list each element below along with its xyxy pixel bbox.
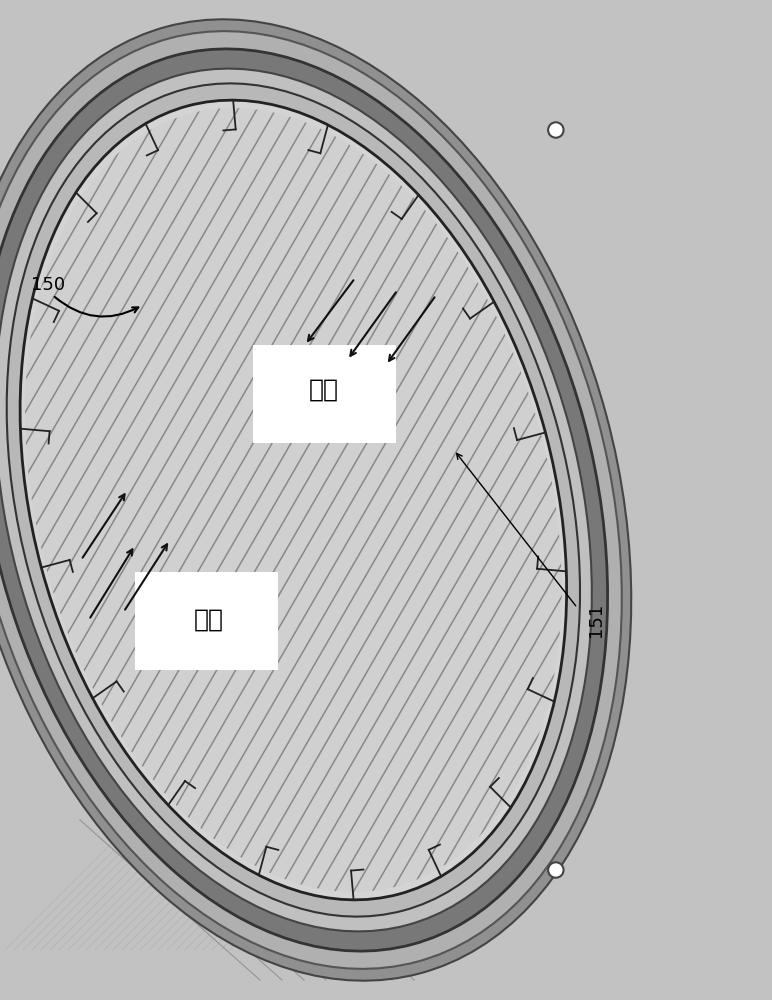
Ellipse shape xyxy=(0,49,608,951)
Ellipse shape xyxy=(25,108,562,892)
Circle shape xyxy=(548,122,564,138)
Circle shape xyxy=(548,862,564,878)
Text: 151: 151 xyxy=(587,603,604,637)
Bar xyxy=(135,572,278,670)
Text: 流出: 流出 xyxy=(194,608,223,632)
Ellipse shape xyxy=(0,69,592,931)
Text: 流入: 流入 xyxy=(310,378,339,402)
Ellipse shape xyxy=(7,83,580,917)
Ellipse shape xyxy=(20,100,567,900)
Ellipse shape xyxy=(0,19,631,981)
Ellipse shape xyxy=(0,31,621,969)
Text: 150: 150 xyxy=(31,276,65,294)
Bar xyxy=(253,345,396,443)
